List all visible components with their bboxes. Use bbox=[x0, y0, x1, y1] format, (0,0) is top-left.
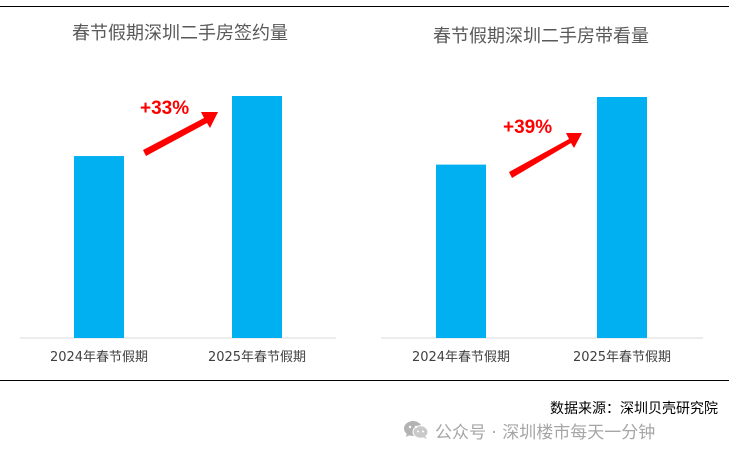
bar-2 bbox=[597, 97, 647, 338]
bar-2 bbox=[232, 96, 282, 338]
x-tick-label: 2024年春节假期 bbox=[412, 350, 510, 365]
increase-arrow bbox=[143, 112, 218, 156]
chart-viewing-volume: 春节假期深圳二手房带看量 2024年春节假期 2025年春节假期 +39% bbox=[381, 26, 703, 365]
increase-arrow bbox=[509, 133, 582, 178]
increase-annotation: +33% bbox=[140, 98, 189, 119]
chart-title: 春节假期深圳二手房签约量 bbox=[72, 23, 288, 44]
x-tick-label: 2025年春节假期 bbox=[208, 350, 306, 365]
wechat-icon bbox=[404, 421, 429, 439]
top-rule bbox=[0, 6, 729, 7]
bar-1 bbox=[74, 156, 124, 338]
data-source: 数据来源：深圳贝壳研究院 bbox=[550, 401, 718, 417]
watermark: 公众号 · 深圳楼市每天一分钟 bbox=[403, 418, 656, 443]
chart-title: 春节假期深圳二手房带看量 bbox=[433, 26, 649, 47]
x-tick-label: 2025年春节假期 bbox=[573, 350, 671, 365]
charts-canvas: 春节假期深圳二手房签约量 2024年春节假期 2025年春节假期 +33% 春节… bbox=[20, 23, 703, 365]
bottom-rule bbox=[0, 380, 729, 381]
bar-1 bbox=[436, 164, 486, 338]
chart-signed-volume: 春节假期深圳二手房签约量 2024年春节假期 2025年春节假期 +33% bbox=[20, 23, 336, 365]
watermark-text: 公众号 · 深圳楼市每天一分钟 bbox=[435, 422, 656, 443]
increase-annotation: +39% bbox=[503, 117, 552, 138]
x-tick-label: 2024年春节假期 bbox=[50, 350, 148, 365]
